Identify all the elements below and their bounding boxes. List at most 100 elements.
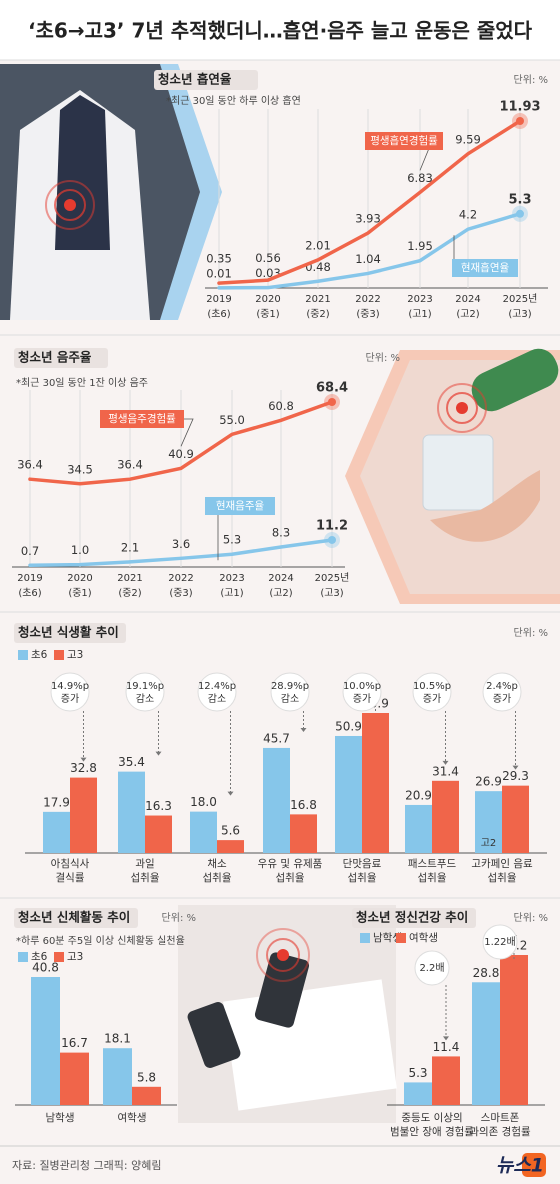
x-tick-note: (고2) xyxy=(456,309,479,320)
legend-label: 고3 xyxy=(67,649,83,661)
data-label: 4.2 xyxy=(459,208,477,222)
legend-swatch xyxy=(54,650,64,660)
x-tick-note: (고1) xyxy=(220,588,243,599)
x-tick-label: 2023 xyxy=(219,573,244,584)
data-label: 20.9 xyxy=(405,788,432,802)
data-label: 3.93 xyxy=(355,211,381,225)
legend-box xyxy=(100,410,184,428)
annotation-bubble xyxy=(50,672,90,712)
x-tick-note: (고2) xyxy=(269,588,292,599)
data-label: 5.6 xyxy=(221,824,240,838)
section-header-bg xyxy=(14,623,126,643)
photo-phone xyxy=(254,952,310,1028)
bar xyxy=(31,977,60,1105)
annotation: 증가 xyxy=(61,693,79,705)
annotation: 28.9%p xyxy=(271,681,309,692)
photo-ring xyxy=(64,199,76,211)
annotation: 14.9%p xyxy=(51,681,89,692)
x-tick-label: 섭취율 xyxy=(203,872,232,884)
annotation-arrowhead xyxy=(80,757,87,762)
bar xyxy=(145,815,172,853)
legend-label: 초6 xyxy=(31,951,48,963)
data-label: 5.3 xyxy=(508,192,531,207)
data-label: 50.9 xyxy=(335,719,362,733)
bar xyxy=(502,785,529,853)
legend-swatch xyxy=(18,650,28,660)
data-label: 40.8 xyxy=(32,961,59,975)
x-tick-label: 고카페인 음료 xyxy=(471,858,533,870)
section-title: 청소년 정신건강 추이 xyxy=(356,910,468,925)
data-label: 60.8 xyxy=(268,399,294,413)
data-label: 45.7 xyxy=(263,731,290,745)
legend-label: 고3 xyxy=(67,951,83,963)
bar xyxy=(190,811,217,853)
x-tick-label: 2019 xyxy=(206,294,231,305)
bar xyxy=(432,780,459,853)
photo-ring xyxy=(45,180,95,230)
section-title: 청소년 흡연율 xyxy=(158,72,232,87)
logo: 뉴스1 xyxy=(496,1155,544,1177)
unit-label: 단위: % xyxy=(514,911,548,924)
bar xyxy=(43,811,70,853)
x-tick-label: 우유 및 유제품 xyxy=(258,858,323,870)
data-label: 68.4 xyxy=(316,381,348,396)
x-tick-label: 2025년 xyxy=(503,293,538,305)
x-tick-label: 과의존 경험률 xyxy=(469,1125,531,1138)
annotation: 감소 xyxy=(281,693,299,705)
bar-note: 고2 xyxy=(481,838,497,849)
data-label: 0.01 xyxy=(206,266,232,280)
data-label: 26.9 xyxy=(475,775,502,789)
annotation-arrowhead xyxy=(227,791,234,796)
x-tick-label: 채소 xyxy=(207,858,227,870)
x-tick-label: 2025년 xyxy=(315,572,350,584)
legend-label: 남학생 xyxy=(373,932,402,944)
x-tick-note: (중2) xyxy=(118,587,141,599)
data-label: 40.9 xyxy=(168,447,194,461)
photo-ring xyxy=(256,928,310,982)
x-tick-note: (고3) xyxy=(320,588,343,599)
bar xyxy=(472,982,500,1105)
data-label: 36.4 xyxy=(117,458,143,472)
data-label: 11.2 xyxy=(316,518,348,533)
x-tick-label: 2020 xyxy=(255,294,280,305)
unit-label: 단위: % xyxy=(366,351,400,364)
unit-label: 단위: % xyxy=(514,73,548,86)
x-tick-label: 2019 xyxy=(17,573,42,584)
legend-box xyxy=(452,259,518,277)
x-tick-label: 스마트폰 xyxy=(481,1112,520,1124)
section-header-bg xyxy=(352,908,476,928)
annotation: 10.5%p xyxy=(413,681,451,692)
data-label: 5.3 xyxy=(223,533,241,547)
bar xyxy=(118,771,145,853)
annotation-bubble xyxy=(414,950,450,986)
legend-label: 평생음주경험률 xyxy=(108,412,176,425)
x-tick-note: (고3) xyxy=(508,309,531,320)
section-title: 청소년 음주율 xyxy=(18,350,92,365)
footer-source: 자료: 질병관리청 그래픽: 양혜림 xyxy=(12,1159,161,1172)
data-label: 5.3 xyxy=(408,1066,427,1080)
section-title: 청소년 신체활동 추이 xyxy=(18,910,130,925)
annotation: 10.0%p xyxy=(343,681,381,692)
annotation: 1.22배 xyxy=(484,936,515,948)
annotation-bubble xyxy=(412,672,452,712)
point xyxy=(516,117,524,125)
annotation-bubble xyxy=(270,672,310,712)
data-label: 8.3 xyxy=(272,525,290,539)
data-label: 16.7 xyxy=(61,1036,88,1050)
x-tick-note: (초6) xyxy=(18,587,41,599)
x-tick-label: 섭취율 xyxy=(348,872,377,884)
photo-ring xyxy=(277,949,289,961)
annotation: 감소 xyxy=(208,693,226,705)
note: *최근 30일 동안 하루 이상 흡연 xyxy=(166,94,301,107)
data-label: 35.4 xyxy=(118,755,145,769)
section-title: 청소년 식생활 추이 xyxy=(18,625,119,640)
data-label: 36.4 xyxy=(17,458,43,472)
bar xyxy=(103,1048,132,1105)
annotation: 감소 xyxy=(136,693,154,705)
data-label: 55.0 xyxy=(219,413,245,427)
bar xyxy=(362,713,389,853)
bar xyxy=(60,1052,89,1105)
legend-swatch xyxy=(360,933,370,943)
legend-swatch xyxy=(18,952,28,962)
